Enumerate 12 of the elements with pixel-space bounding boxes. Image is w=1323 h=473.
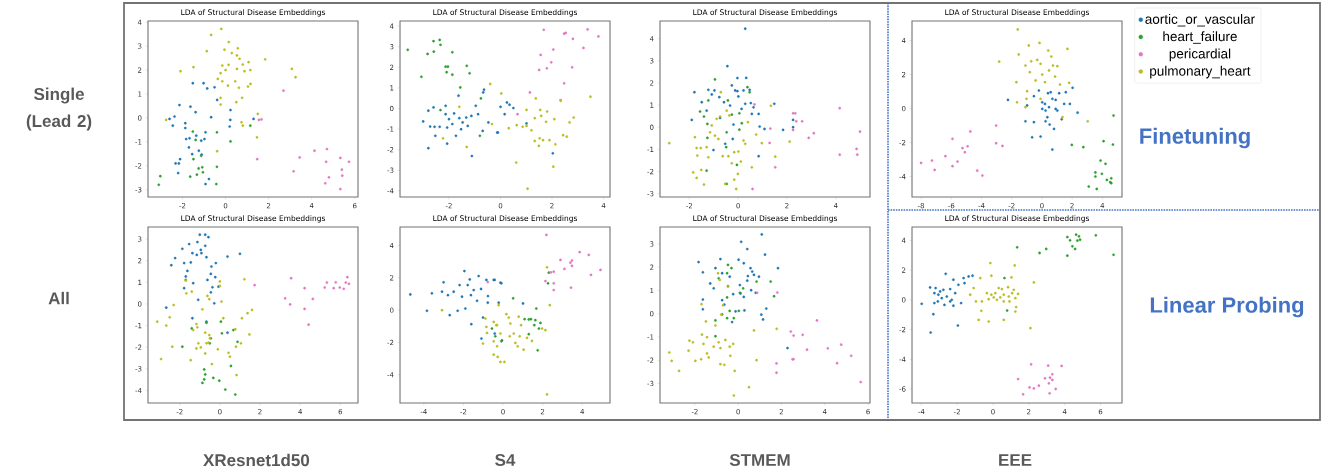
text: Linear Probing (1150, 296, 1304, 318)
text: XResnet1d50 (203, 453, 310, 467)
text: Single (Lead 2) (26, 87, 92, 131)
legend-label: pericardial (1169, 48, 1231, 62)
text: STMEM (729, 453, 790, 467)
legend-label: aortic_or_vascular (1145, 13, 1255, 27)
text: S4 (495, 453, 516, 467)
legend-label: pulmonary_heart (1150, 65, 1251, 79)
text: Finetuning (1140, 127, 1250, 149)
text: All (48, 291, 69, 305)
text: EEE (999, 454, 1032, 466)
legend-label: heart_failure (1163, 31, 1237, 44)
